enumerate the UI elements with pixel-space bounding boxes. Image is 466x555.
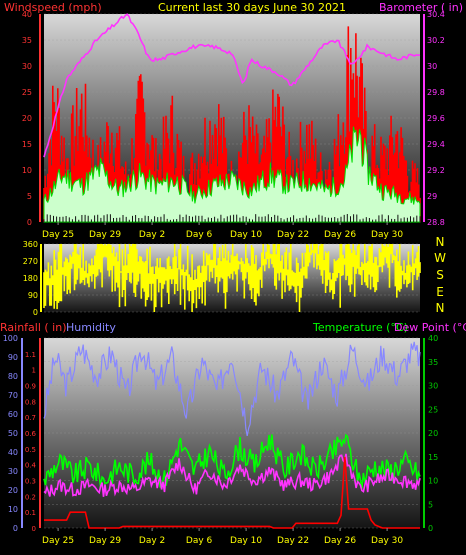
- x-tick-label: Day 26: [324, 230, 356, 240]
- y-tick-label: 90: [28, 291, 38, 300]
- rain-series: [44, 456, 420, 529]
- humidity-tick-label: 70: [8, 391, 18, 400]
- x-tick-label: Day 10: [230, 230, 262, 240]
- y2-tick-label: 40: [428, 334, 438, 343]
- y-tick-label: 360: [23, 240, 38, 249]
- rain-tick-label: 0.9: [25, 383, 36, 391]
- y-tick-label: 0: [27, 218, 32, 227]
- humidity-tick-label: 80: [8, 372, 18, 381]
- rain-tick-label: 0.7: [25, 414, 36, 422]
- rain-tick-label: 1.1: [25, 351, 36, 359]
- dewpoint-series: [43, 453, 421, 497]
- y-tick-label: 25: [22, 88, 32, 97]
- dewpoint-axis-title: Dew Point (°C): [394, 321, 466, 334]
- y2-tick-label: 35: [428, 358, 438, 367]
- temperature-series: [43, 433, 421, 489]
- x-tick-label: Day 29: [89, 536, 121, 546]
- y2-tick-label: 30: [428, 382, 438, 391]
- y-tick-label: 180: [23, 274, 38, 283]
- rain-tick-label: 0.4: [25, 462, 37, 470]
- x-tick-label: Day 25: [42, 536, 74, 546]
- y2-tick-label: 30.4: [427, 10, 445, 19]
- x-tick-label: Day 30: [371, 230, 403, 240]
- calm-series: [43, 214, 421, 222]
- compass-label: N: [436, 235, 445, 249]
- rain-tick-label: 0.2: [25, 493, 36, 501]
- x-tick-label: Day 2: [139, 230, 165, 240]
- humidity-tick-label: 0: [13, 524, 18, 533]
- y2-tick-label: 30.2: [427, 36, 445, 45]
- direction-series: [43, 244, 421, 312]
- y2-tick-label: 5: [428, 500, 433, 509]
- humidity-tick-label: 60: [8, 410, 18, 419]
- x-tick-label: Day 30: [371, 536, 403, 546]
- humidity-tick-label: 100: [3, 334, 18, 343]
- humidity-tick-label: 30: [8, 467, 18, 476]
- humidity-tick-label: 10: [8, 505, 18, 514]
- x-tick-label: Day 26: [324, 536, 356, 546]
- y-tick-label: 15: [22, 140, 32, 149]
- x-tick-label: Day 10: [230, 536, 262, 546]
- y-tick-label: 30: [22, 62, 32, 71]
- y-tick-label: 0: [33, 308, 38, 317]
- y2-tick-label: 29.2: [427, 166, 445, 175]
- rain-tick-label: 0.6: [25, 430, 37, 438]
- y2-tick-label: 28.8: [427, 218, 445, 227]
- humidity-tick-label: 90: [8, 353, 18, 362]
- x-tick-label: Day 22: [277, 536, 309, 546]
- y-tick-label: 270: [23, 257, 38, 266]
- rain-tick-label: 0.5: [25, 446, 36, 454]
- rainfall-axis-title: Rainfall ( in): [0, 321, 67, 334]
- chart-title: Current last 30 days June 30 2021: [158, 1, 346, 14]
- average-wind-series: [43, 126, 421, 223]
- y2-tick-label: 29.4: [427, 140, 445, 149]
- x-tick-label: Day 6: [186, 230, 213, 240]
- wind-chart: 0 5 10 15 20 25 30 35 40 28.8 29 29.2 29.4 29.6 29.8 30…: [22, 10, 445, 240]
- barometer-series: [43, 13, 421, 158]
- x-tick-label: Day 6: [186, 536, 213, 546]
- humidity-tick-label: 40: [8, 448, 18, 457]
- x-tick-label: Day 29: [89, 230, 121, 240]
- compass-label: E: [436, 285, 444, 299]
- y2-tick-label: 10: [428, 477, 438, 486]
- y2-tick-label: 29.8: [427, 88, 445, 97]
- x-tick-label: Day 25: [42, 230, 74, 240]
- humidity-tick-label: 20: [8, 486, 18, 495]
- rain-tick-label: 1: [32, 367, 36, 375]
- humidity-tick-label: 50: [8, 429, 18, 438]
- compass-label: W: [434, 251, 446, 265]
- temperature-chart: 0510152025303540010203040506070809010000…: [3, 334, 438, 546]
- y2-tick-label: 0: [428, 524, 433, 533]
- humidity-series: [43, 341, 421, 437]
- y-tick-label: 40: [22, 10, 32, 19]
- windspeed-axis-title: Windspeed (mph): [4, 1, 102, 14]
- compass-label: N: [436, 301, 445, 315]
- compass-label: S: [436, 268, 444, 282]
- y-tick-label: 10: [22, 166, 32, 175]
- y-tick-label: 20: [22, 114, 32, 123]
- y2-tick-label: 15: [428, 453, 438, 462]
- x-tick-label: Day 22: [277, 230, 309, 240]
- rain-tick-label: 0: [32, 525, 36, 533]
- y2-tick-label: 25: [428, 405, 438, 414]
- rain-tick-label: 0.8: [25, 398, 36, 406]
- barometer-axis-title: Barometer ( in): [379, 1, 463, 14]
- y-tick-label: 5: [27, 192, 32, 201]
- temperature-axis-title: Temperature (°C): [312, 321, 408, 334]
- rain-tick-label: 0.3: [25, 478, 36, 486]
- humidity-axis-title: Humidity: [66, 321, 116, 334]
- y2-tick-label: 30: [427, 62, 437, 71]
- x-tick-label: Day 2: [139, 536, 165, 546]
- y2-tick-label: 29: [427, 192, 437, 201]
- y-tick-label: 35: [22, 36, 32, 45]
- rain-tick-label: 0.1: [25, 509, 36, 517]
- y2-tick-label: 20: [428, 429, 438, 438]
- y2-tick-label: 29.6: [427, 114, 445, 123]
